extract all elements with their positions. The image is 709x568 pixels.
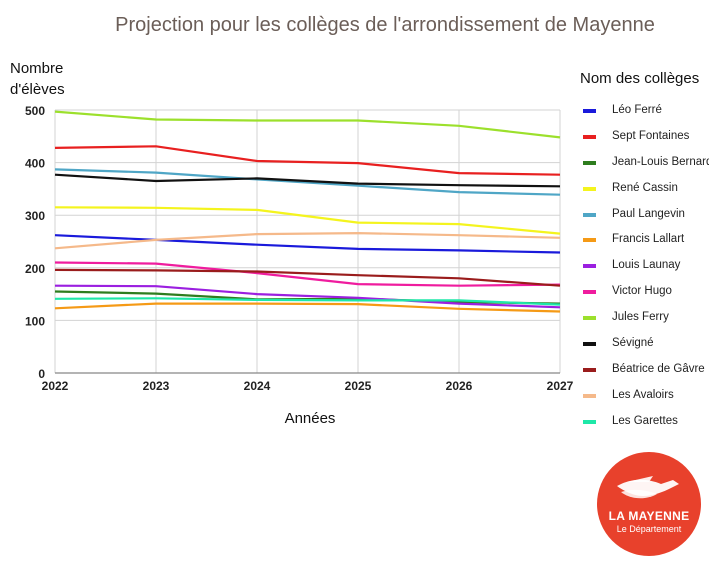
legend-label: Sept Fontaines [612,129,690,142]
series-line [54,206,561,235]
x-tick-label: 2026 [446,379,473,393]
legend-label: Les Garettes [612,414,678,427]
chart-ticks: 0 100 200 300 400 500 2022 2023 2024 2025 2026 2027 [25,104,574,393]
legend-item: Victor Hugo [583,281,709,307]
legend-item: Sept Fontaines [583,126,709,152]
legend-label: Louis Launay [612,259,681,272]
legend-label: Béatrice de Gâvre [612,362,705,375]
legend-label: Les Avaloirs [612,388,674,401]
y-tick-label: 200 [25,262,45,276]
legend-swatch [583,342,596,347]
legend-item: Jules Ferry [583,307,709,333]
legend-swatch [583,393,596,398]
series-line [54,110,561,139]
legend-item: Béatrice de Gâvre [583,359,709,385]
legend-label: René Cassin [612,181,678,194]
legend-swatch [583,264,596,269]
chart-title: Projection pour les collèges de l'arrond… [115,14,655,36]
legend-item: Jean-Louis Bernard [583,152,709,178]
x-tick-label: 2025 [345,379,372,393]
legend-item: René Cassin [583,178,709,204]
logo-name: LA MAYENNE [608,509,690,523]
series-line [54,234,561,254]
series-line [54,145,561,176]
legend-label: Jules Ferry [612,311,669,324]
logo-subtitle: Le Département [616,524,682,534]
legend-swatch [583,367,596,372]
legend-item: Louis Launay [583,255,709,281]
y-tick-label: 400 [25,157,45,171]
legend-swatch [583,109,596,113]
legend-swatch [583,238,596,243]
legend-label: Jean-Louis Bernard [612,155,709,168]
legend-swatch [583,134,596,139]
y-tick-label: 0 [38,367,45,381]
series-line [54,302,561,313]
legend-label: Sévigné [612,337,654,350]
legend-label: Paul Langevin [612,207,685,220]
y-tick-label: 500 [25,104,45,118]
legend-title: Nom des collèges [580,70,700,87]
series-line [54,173,561,188]
x-tick-label: 2027 [547,379,574,393]
legend-label: Léo Ferré [612,104,662,116]
series-line [54,232,561,250]
x-tick-label: 2023 [143,379,170,393]
legend-label: Victor Hugo [612,285,672,298]
y-axis-label: Nombre d'élèves [10,60,65,98]
series-line [54,261,561,287]
legend-swatch [583,160,596,165]
x-axis-label: Années [284,410,336,427]
x-tick-label: 2024 [244,379,271,393]
series-line [54,284,561,309]
legend-swatch [583,212,596,217]
legend-item: Léo Ferré [583,100,709,126]
legend-label: Francis Lallart [612,233,685,246]
legend-swatch [583,419,596,424]
chart-legend: Léo Ferré Sept Fontaines Jean-Louis Bernar… [583,100,709,437]
series-line [54,168,561,196]
legend-item: Les Garettes [583,411,709,437]
series-line [54,268,561,287]
legend-item: Paul Langevin [583,204,709,230]
legend-swatch [583,186,596,191]
legend-swatch [583,290,596,295]
legend-item: Les Avaloirs [583,385,709,411]
y-tick-label: 100 [25,314,45,328]
legend-item: Sévigné [583,333,709,359]
la-mayenne-logo: LA MAYENNE Le Département [597,452,701,556]
x-tick-label: 2022 [42,379,69,393]
series-line [54,297,561,306]
y-tick-label: 300 [25,209,45,223]
chart-series [54,110,561,313]
horse-logo-icon [617,476,679,499]
legend-item: Francis Lallart [583,229,709,255]
legend-swatch [583,316,596,321]
